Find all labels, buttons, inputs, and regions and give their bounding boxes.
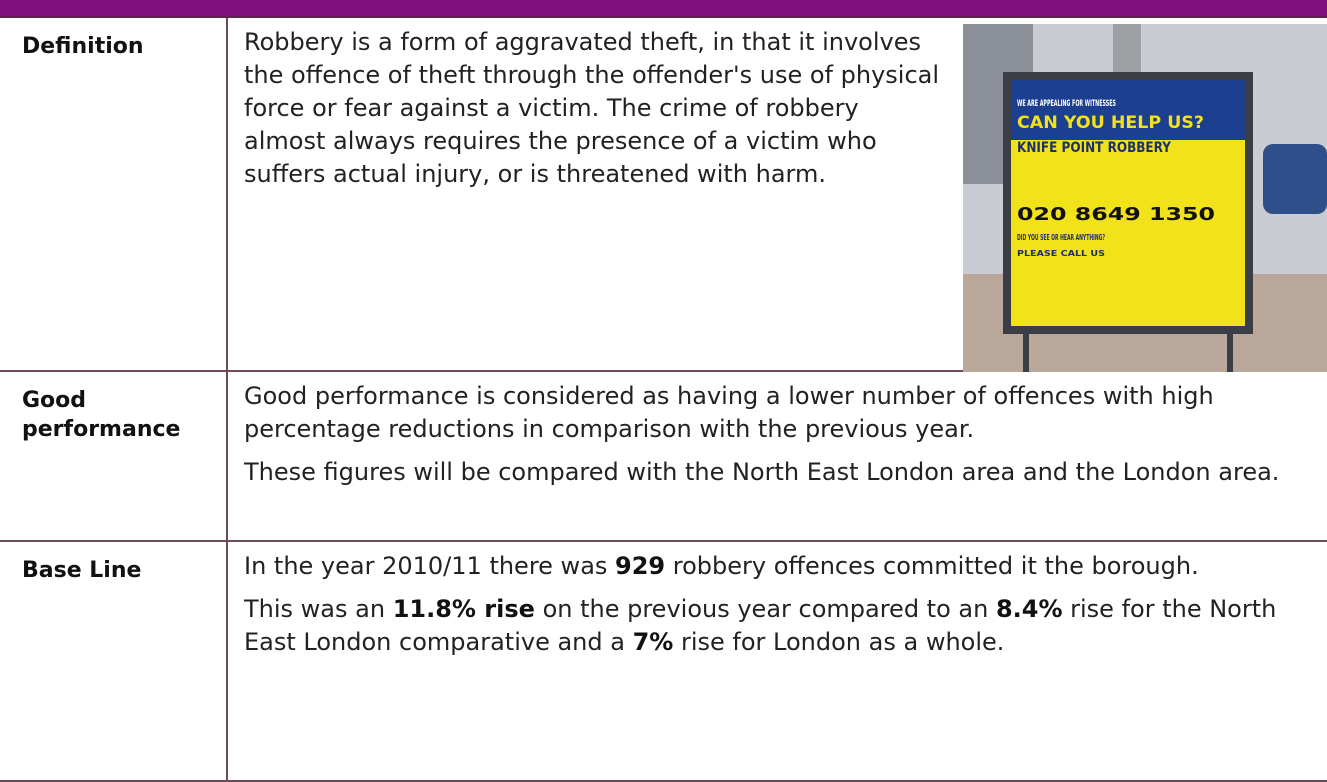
- bold-text: 929: [615, 552, 665, 580]
- row-label: Definition: [0, 18, 228, 370]
- text-run: rise for London as a whole.: [673, 628, 1004, 656]
- poster-text: 020 8649 1350: [1017, 204, 1215, 225]
- bold-text: 8.4%: [996, 595, 1063, 623]
- poster-text: PLEASE CALL US: [1017, 249, 1105, 258]
- definition-table: Definition WE ARE APPEALING FOR WITNESSES…: [0, 18, 1327, 782]
- paragraph: These figures will be compared with the …: [244, 456, 1307, 489]
- bold-text: 7%: [633, 628, 674, 656]
- car: [1263, 144, 1327, 214]
- leg-l: [1023, 326, 1029, 372]
- poster-text: CAN YOU HELP US?: [1017, 113, 1204, 133]
- poster-text: KNIFE POINT ROBBERY: [1017, 140, 1172, 156]
- text-run: These figures will be compared with the …: [244, 458, 1279, 486]
- text-run: Good performance is considered as having…: [244, 382, 1214, 443]
- text-run: on the previous year compared to an: [535, 595, 996, 623]
- table-row: Base Line In the year 2010/11 there was 9…: [0, 542, 1327, 782]
- bold-text: 11.8% rise: [393, 595, 535, 623]
- table-row: Good performance Good performance is cons…: [0, 372, 1327, 542]
- poster-photo: WE ARE APPEALING FOR WITNESSES CAN YOU HE…: [963, 24, 1327, 372]
- row-label: Base Line: [0, 542, 228, 780]
- poster-text: DID YOU SEE OR HEAR ANYTHING?: [1017, 233, 1105, 242]
- page: Definition WE ARE APPEALING FOR WITNESSES…: [0, 0, 1327, 782]
- text-run: In the year 2010/11 there was: [244, 552, 615, 580]
- row-content: Good performance is considered as having…: [228, 372, 1327, 540]
- paragraph: Good performance is considered as having…: [244, 380, 1307, 446]
- text-run: This was an: [244, 595, 393, 623]
- text-run: robbery offences committed it the boroug…: [665, 552, 1199, 580]
- poster-text: WE ARE APPEALING FOR WITNESSES: [1017, 99, 1116, 109]
- text-run: Robbery is a form of aggravated theft, i…: [244, 28, 939, 188]
- paragraph: In the year 2010/11 there was 929 robber…: [244, 550, 1307, 583]
- row-content: WE ARE APPEALING FOR WITNESSES CAN YOU HE…: [228, 18, 1327, 370]
- row-label: Good performance: [0, 372, 228, 540]
- row-content: In the year 2010/11 there was 929 robber…: [228, 542, 1327, 780]
- paragraph: This was an 11.8% rise on the previous y…: [244, 593, 1307, 659]
- table-row: Definition WE ARE APPEALING FOR WITNESSES…: [0, 18, 1327, 372]
- header-bar: [0, 0, 1327, 18]
- leg-r: [1227, 326, 1233, 372]
